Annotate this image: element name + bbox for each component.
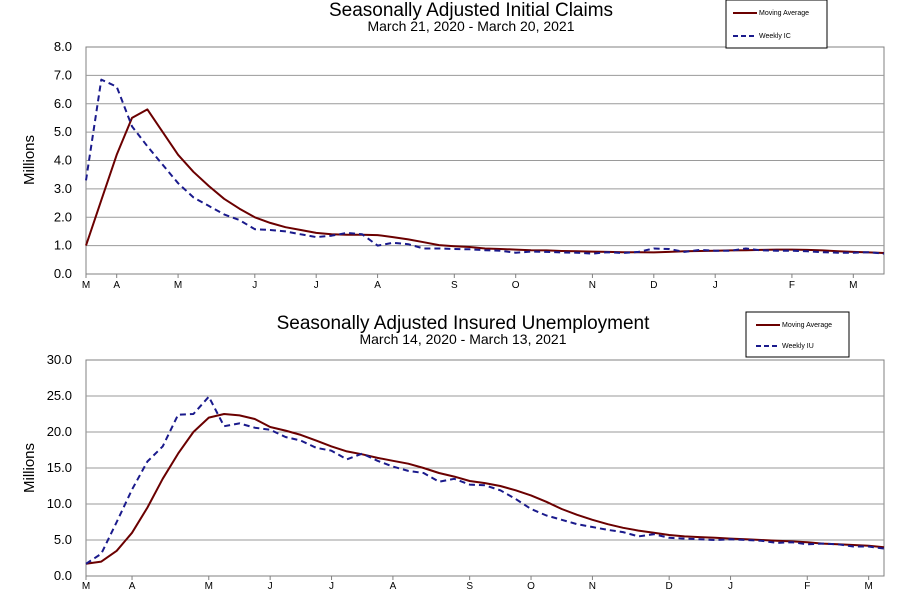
insured-unemployment-y-axis-label: Millions <box>21 443 38 493</box>
initial-claims-x-tick-label: M <box>174 280 182 291</box>
initial-claims-y-tick-label: 4.0 <box>54 153 72 168</box>
initial-claims-y-axis-label: Millions <box>21 135 38 185</box>
initial-claims-y-tick-label: 5.0 <box>54 124 72 139</box>
initial-claims-legend-weekly-label: Weekly IC <box>759 33 791 40</box>
initial-claims-subtitle: March 21, 2020 - March 20, 2021 <box>367 18 574 34</box>
initial-claims-series <box>85 78 885 255</box>
initial-claims-y-tick-label: 2.0 <box>54 209 72 224</box>
insured-unemployment-x-tick-label: F <box>804 581 810 592</box>
insured-unemployment-y-tick-label: 15.0 <box>47 460 72 475</box>
insured-unemployment-legend-box <box>745 311 850 358</box>
insured-unemployment-x-tick-label: M <box>864 581 872 592</box>
insured-unemployment-gridlines <box>85 359 885 577</box>
initial-claims-x-tick-label: N <box>589 280 596 291</box>
insured-unemployment-series-weekly-iu <box>85 395 885 565</box>
initial-claims-series-moving-average <box>85 108 885 254</box>
insured-unemployment-x-tick-label: M <box>82 581 90 592</box>
initial-claims-x-tick-label: A <box>113 280 120 291</box>
initial-claims-x-tick-label: J <box>252 280 257 291</box>
initial-claims-x-tick-label: A <box>374 280 381 291</box>
initial-claims-legend-box <box>725 0 828 49</box>
insured-unemployment-x-tick-label: J <box>268 581 273 592</box>
insured-unemployment-y-tick-label: 5.0 <box>54 532 72 547</box>
insured-unemployment-chart: Seasonally Adjusted Insured Unemployment… <box>21 311 885 592</box>
initial-claims-title: Seasonally Adjusted Initial Claims <box>329 0 613 21</box>
initial-claims-x-tick-label: O <box>512 280 520 291</box>
initial-claims-chart: Seasonally Adjusted Initial Claims March… <box>21 0 885 291</box>
initial-claims-x-tick-label: S <box>451 280 458 291</box>
initial-claims-y-tick-label: 6.0 <box>54 96 72 111</box>
initial-claims-legend: Moving Average Weekly IC <box>725 0 828 49</box>
insured-unemployment-x-tick-label: A <box>390 581 397 592</box>
insured-unemployment-x-tick-label: D <box>666 581 673 592</box>
initial-claims-y-tick-label: 1.0 <box>54 238 72 253</box>
insured-unemployment-y-tick-label: 25.0 <box>47 388 72 403</box>
insured-unemployment-y-ticks: 0.0 5.0 10.0 15.0 20.0 25.0 30.0 <box>47 352 72 583</box>
initial-claims-y-ticks: 0.0 1.0 2.0 3.0 4.0 5.0 6.0 7.0 8.0 <box>54 39 72 281</box>
initial-claims-y-tick-label: 7.0 <box>54 67 72 82</box>
initial-claims-gridlines <box>85 46 885 275</box>
insured-unemployment-title: Seasonally Adjusted Insured Unemployment <box>277 313 651 334</box>
insured-unemployment-y-tick-label: 0.0 <box>54 568 72 583</box>
initial-claims-legend-moving-average-label: Moving Average <box>759 10 809 17</box>
insured-unemployment-series <box>85 395 885 565</box>
insured-unemployment-x-tick-label: A <box>129 581 136 592</box>
insured-unemployment-x-tick-label: N <box>589 581 596 592</box>
initial-claims-x-tick-label: J <box>713 280 718 291</box>
initial-claims-x-tick-label: F <box>789 280 795 291</box>
initial-claims-x-tick-label: M <box>849 280 857 291</box>
insured-unemployment-x-tick-label: J <box>728 581 733 592</box>
insured-unemployment-x-tick-label: J <box>329 581 334 592</box>
insured-unemployment-x-tick-label: S <box>466 581 473 592</box>
initial-claims-x-tick-label: J <box>314 280 319 291</box>
insured-unemployment-y-tick-label: 20.0 <box>47 424 72 439</box>
initial-claims-y-tick-label: 3.0 <box>54 181 72 196</box>
initial-claims-y-tick-label: 8.0 <box>54 39 72 54</box>
insured-unemployment-legend-weekly-label: Weekly IU <box>782 343 814 350</box>
initial-claims-y-tick-label: 0.0 <box>54 266 72 281</box>
insured-unemployment-x-tick-label: M <box>205 581 213 592</box>
insured-unemployment-y-tick-label: 10.0 <box>47 496 72 511</box>
initial-claims-x-tick-label: M <box>82 280 90 291</box>
insured-unemployment-y-tick-label: 30.0 <box>47 352 72 367</box>
insured-unemployment-x-tick-label: O <box>527 581 535 592</box>
insured-unemployment-legend: Moving Average Weekly IU <box>745 311 850 358</box>
insured-unemployment-subtitle: March 14, 2020 - March 13, 2021 <box>359 331 566 347</box>
initial-claims-x-tick-label: D <box>650 280 657 291</box>
insured-unemployment-legend-moving-average-label: Moving Average <box>782 322 832 329</box>
initial-claims-series-weekly-ic <box>85 78 885 255</box>
